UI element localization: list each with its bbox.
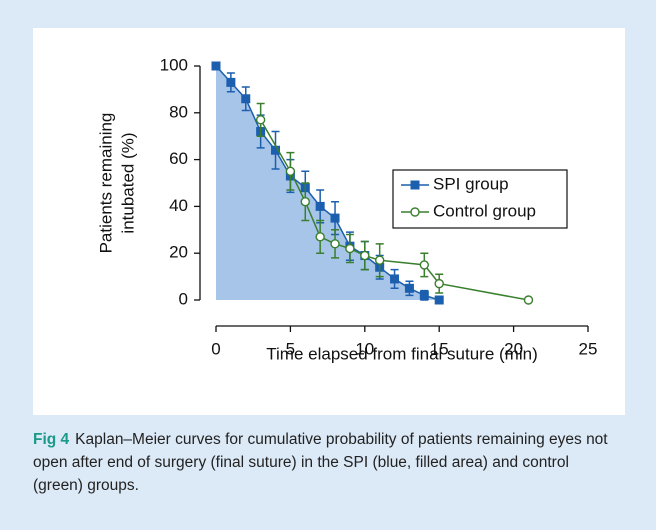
data-point [374,255,385,265]
data-point [330,239,340,249]
data-point [315,201,325,211]
y-tick-label: 20 [169,243,188,262]
data-point [434,278,444,289]
y-axis-label: Patients remaining intubated (%) [96,113,137,254]
y-tick-label: 60 [169,149,188,168]
data-point [271,145,281,155]
x-tick-label: 20 [504,339,523,358]
series-line [215,65,440,301]
area [216,66,440,300]
y-tick-label: 40 [169,196,188,215]
data-point [434,295,444,305]
legend-label: SPI group [433,174,509,193]
data-point [419,290,429,300]
data-point [390,274,400,284]
caption: Fig 4 Kaplan–Meier curves for cumulative … [33,428,623,497]
legend-marker [410,207,420,217]
x-tick-label: 0 [211,339,220,358]
data-point [345,243,355,254]
data-point [241,94,251,104]
data-point [211,61,221,71]
legend-marker [410,180,420,190]
x-tick-label: 5 [286,339,295,358]
data-point [360,250,370,261]
data-point [255,115,266,125]
caption-text: Kaplan–Meier curves for cumulative proba… [33,431,608,494]
y-tick-label: 80 [169,102,188,121]
data-point [523,295,534,305]
y-tick-label: 100 [160,55,188,74]
y-tick-label: 0 [179,289,188,308]
data-point [330,213,340,223]
data-point [419,260,430,270]
data-point [285,166,296,177]
data-point [300,197,310,207]
x-tick-label: 10 [355,339,374,358]
data-point [226,77,236,87]
x-tick-label: 25 [579,339,598,358]
x-axis-label: Time elapsed from final suture (min) [266,344,537,363]
caption-label: Fig 4 [33,431,70,448]
legend-box [392,169,568,229]
x-tick-label: 15 [430,339,449,358]
legend-label: Control group [433,201,536,220]
y-axis-label-line: Patients remaining [96,113,115,254]
data-point [315,232,325,242]
chart: Time elapsed from final suture (min) Pat… [33,28,625,415]
y-axis-label-line: intubated (%) [118,132,137,233]
data-point [404,283,414,293]
